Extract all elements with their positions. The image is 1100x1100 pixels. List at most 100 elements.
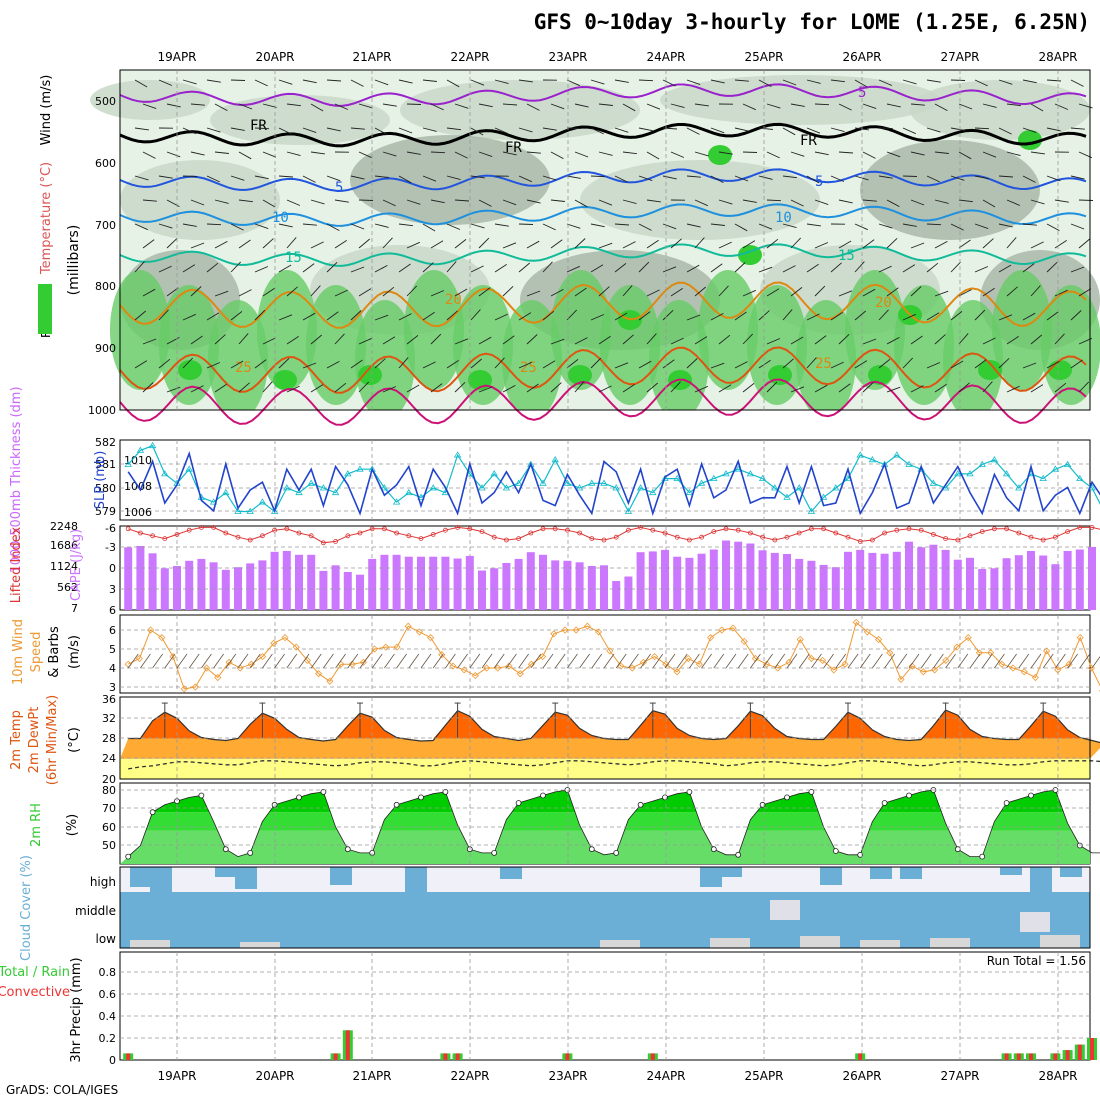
wind10m-barb <box>152 653 163 669</box>
cloud-mid-block <box>770 900 800 920</box>
wind-barb <box>358 337 372 345</box>
lifted-index-point <box>1077 525 1083 530</box>
wind-barb <box>974 79 988 87</box>
wind10m-barb <box>469 653 481 669</box>
wind10m-barb <box>359 653 371 669</box>
wind-barb <box>1070 79 1084 87</box>
lifted-index-point <box>723 526 729 532</box>
thickness-point <box>270 507 279 514</box>
wind-barb <box>694 199 708 207</box>
thickness-point <box>514 479 523 486</box>
wind-barb <box>382 103 397 107</box>
wind-barb <box>614 79 629 83</box>
wind-barb <box>982 238 994 249</box>
wind10m-point <box>796 635 804 644</box>
lifted-index-point <box>967 533 973 539</box>
wind-barb <box>142 103 157 110</box>
wind-barb <box>374 79 389 86</box>
wind10m-point <box>595 628 603 636</box>
precip-tick: 0 <box>109 1054 116 1067</box>
thickness-point <box>148 441 157 449</box>
wind-barb <box>742 151 758 153</box>
lifted-index-point <box>870 537 875 543</box>
wind-barb <box>670 238 682 249</box>
wind-barb <box>326 311 339 321</box>
thickness-point <box>185 465 193 472</box>
wind-barb <box>550 338 565 345</box>
cape-bar <box>478 570 486 610</box>
wind10m-point <box>169 653 177 661</box>
rh-shading <box>350 135 550 225</box>
cape-tick: 562 <box>57 581 78 594</box>
wind-barb <box>134 310 146 321</box>
wind-barb <box>430 199 445 204</box>
wind-barb <box>854 261 865 273</box>
thickness-line <box>127 444 1100 513</box>
wind10m-tick: 3 <box>109 681 116 694</box>
wind-barb <box>614 175 628 183</box>
wind-barb <box>406 384 420 393</box>
lifted-index-point <box>1004 526 1009 532</box>
rh-saturated-cell <box>978 360 1002 380</box>
wind-barb <box>398 357 409 369</box>
temperature-contour <box>119 203 1087 227</box>
thickness-point <box>575 484 584 491</box>
wind10m-point <box>460 666 468 674</box>
wind-barb <box>862 288 876 297</box>
rh2m-point <box>491 850 498 856</box>
wind10m-barb <box>969 653 981 669</box>
cape-bar <box>685 557 694 610</box>
rh2m-point <box>442 789 449 795</box>
wind10m-point <box>729 624 737 632</box>
wind-barb <box>214 199 229 204</box>
wind-barb <box>950 311 963 321</box>
contour-label: 5 <box>335 180 343 196</box>
wind10m-barb <box>908 653 920 669</box>
thickness-point <box>685 488 694 496</box>
wind-barb <box>950 360 964 369</box>
temp-line <box>128 709 1100 744</box>
wind10m-point <box>292 643 300 651</box>
wind-barb <box>878 79 893 86</box>
lifted-index-point <box>1089 525 1095 530</box>
rh2m-point <box>198 792 205 799</box>
contour-label: FR <box>505 140 522 156</box>
wind-barb <box>382 199 396 207</box>
wind-barb <box>590 175 606 178</box>
wind-barb <box>902 223 917 227</box>
wind-barb <box>422 175 437 182</box>
cape-bar <box>429 556 438 610</box>
wind-barb <box>262 287 275 297</box>
cape-bar <box>417 556 425 610</box>
thickness-point <box>905 460 913 467</box>
wind-barb <box>574 337 588 345</box>
cape-bar <box>136 546 145 610</box>
lifted-index-point <box>345 533 351 539</box>
rh2m-point <box>808 789 815 795</box>
wind10m-point <box>1020 668 1028 676</box>
wind-barb <box>278 175 294 178</box>
wind10m-point <box>852 618 860 626</box>
cape-bar <box>892 551 901 610</box>
wind-barb <box>766 151 780 159</box>
wind-barb <box>1070 359 1083 369</box>
wind10m-tick: 6 <box>109 624 116 637</box>
wind10m-point <box>180 685 188 693</box>
cape-bar <box>819 564 828 610</box>
wind-barb <box>926 79 941 83</box>
wind-barb <box>206 362 221 369</box>
wind-barb <box>710 175 724 183</box>
wind10m-barb <box>481 653 493 669</box>
contour-label: 25 <box>235 360 252 376</box>
precip-convective-bar <box>455 1053 460 1060</box>
wind-barb <box>926 362 941 369</box>
wind-barb <box>262 337 276 345</box>
wind-barb <box>718 151 733 155</box>
wind-barb <box>1070 223 1085 230</box>
wind-barb <box>398 313 412 321</box>
wind-barb <box>430 333 442 345</box>
wind-barb <box>766 103 781 109</box>
wind10m-barb <box>957 653 969 669</box>
wind-barb <box>422 223 436 232</box>
cloud-axis-label: Cloud Cover (%) <box>19 855 34 961</box>
